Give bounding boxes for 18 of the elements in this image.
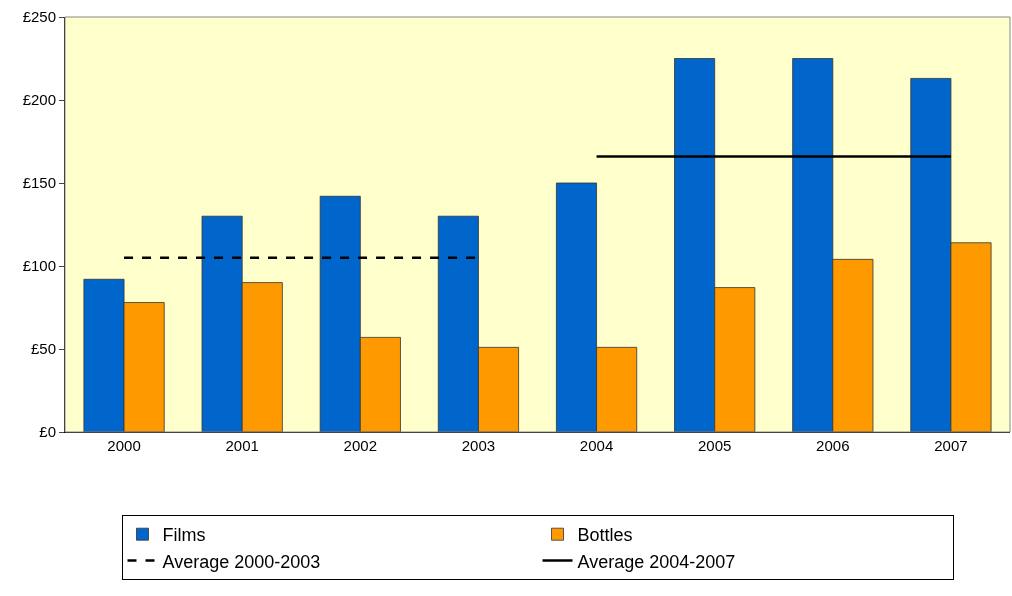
- x-tick-label: 2004: [579, 437, 614, 454]
- y-tick-label: £50: [30, 340, 56, 358]
- x-tick-label: 2000: [107, 437, 141, 454]
- y-tick-label: £0: [39, 423, 56, 441]
- legend-label: Films: [162, 525, 206, 546]
- x-tick-label: 2003: [461, 437, 496, 454]
- y-tick-label: £150: [22, 174, 56, 192]
- y-tick-label: £200: [22, 91, 56, 109]
- x-tick-label: 2005: [698, 437, 732, 454]
- legend-label: Bottles: [577, 525, 633, 546]
- legend-label: Average 2000-2003: [162, 551, 321, 572]
- y-tick-label: £100: [22, 257, 56, 275]
- legend-label: Average 2004-2007: [577, 551, 736, 572]
- y-tick-label: £250: [22, 8, 56, 26]
- x-tick-label: 2006: [816, 437, 850, 454]
- x-tick-label: 2001: [225, 437, 259, 454]
- x-tick-label: 2002: [343, 437, 377, 454]
- x-tick-label: 2007: [934, 437, 968, 454]
